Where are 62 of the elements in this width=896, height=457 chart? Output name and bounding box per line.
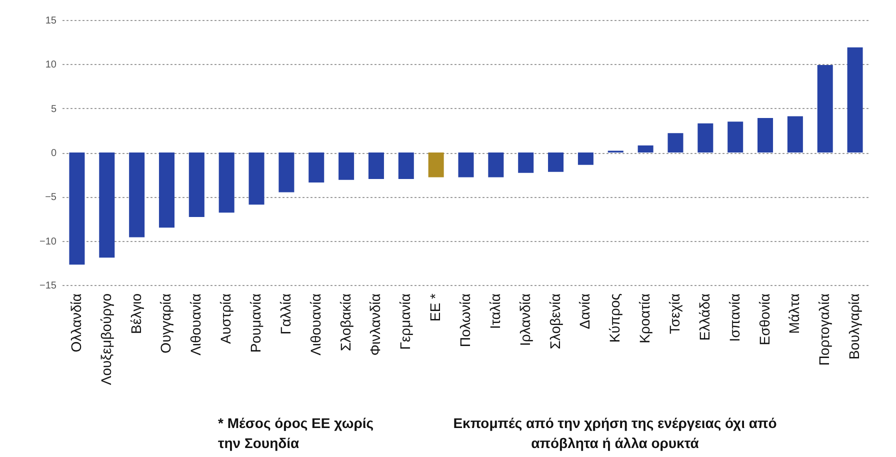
bar xyxy=(158,152,174,228)
text: * Μέσος όρος ΕΕ χωρίς την Σουηδία xyxy=(218,414,375,453)
x-tick-label: Βέλγιο xyxy=(128,293,144,334)
bar xyxy=(548,152,564,172)
x-tick-label: Σλοβενία xyxy=(546,294,563,350)
x-tick-label: Πολωνία xyxy=(457,294,473,348)
bar xyxy=(518,152,534,173)
x-tick-label: Γερμανία xyxy=(397,294,414,350)
x-tick-label: Ισπανία xyxy=(726,294,742,342)
y-tick-label: 0 xyxy=(50,148,57,159)
x-tick-label: Ιρλανδία xyxy=(516,294,533,346)
y-tick-label: 10 xyxy=(45,60,57,71)
bar xyxy=(248,152,264,205)
x-tick-label: Ρουμανία xyxy=(248,294,264,353)
bar xyxy=(99,152,115,258)
x-tick-label: Σλοβακία xyxy=(337,294,354,352)
y-tick-label: 5 xyxy=(50,104,57,115)
y-tick-label: −10 xyxy=(40,236,57,248)
bar xyxy=(458,152,474,178)
text: Εκπομπές από την χρήση της ενέργειας όχι από απόβλητα ή άλλα ορυκτά xyxy=(452,414,778,453)
bar xyxy=(278,152,294,192)
bar xyxy=(728,122,744,152)
x-tick-label: Φινλανδία xyxy=(367,294,384,356)
bar xyxy=(758,118,774,152)
bar xyxy=(368,152,384,179)
x-tick-label: Μάλτα xyxy=(786,294,802,334)
y-tick-label: −15 xyxy=(40,280,57,292)
bar xyxy=(578,152,594,165)
x-tick-label: Ιταλία xyxy=(486,294,503,330)
x-tick-label: ΕΕ * xyxy=(427,292,444,322)
bar xyxy=(428,152,444,178)
bar xyxy=(398,152,414,179)
bar xyxy=(488,152,504,178)
x-tick-label: Λιθουανία xyxy=(307,294,324,356)
x-tick-label: Εσθονία xyxy=(756,294,772,346)
bar xyxy=(338,152,354,180)
bar xyxy=(218,152,234,213)
bar xyxy=(817,65,833,152)
x-tick-label: Πορτογαλία xyxy=(816,294,832,366)
bar xyxy=(308,152,324,183)
bar xyxy=(129,152,145,238)
bar xyxy=(638,145,654,152)
x-tick-label: Λουξεμβούργο xyxy=(98,293,114,386)
x-tick-label: Κύπρος xyxy=(606,293,623,343)
y-tick-label: 15 xyxy=(45,16,57,26)
x-tick-label: Κροατία xyxy=(636,294,653,344)
x-tick-label: Ελλάδα xyxy=(696,294,712,341)
y-tick-label: −5 xyxy=(45,192,57,204)
bar xyxy=(668,133,684,152)
bar xyxy=(698,123,714,152)
bar xyxy=(188,152,204,217)
x-tick-label: Γαλλία xyxy=(277,294,294,335)
bar xyxy=(69,152,85,265)
x-tick-label: Ολλανδία xyxy=(68,294,84,352)
x-tick-label: Ουγγαρία xyxy=(158,294,174,354)
x-tick-label: Δανία xyxy=(576,294,593,330)
bar xyxy=(847,47,863,152)
x-tick-label: Αυστρία xyxy=(218,294,234,344)
bar xyxy=(787,116,803,152)
x-tick-label: Βουλγαρία xyxy=(846,294,862,360)
x-tick-label: Τσεχία xyxy=(666,294,682,334)
x-tick-label: Λιθουανία xyxy=(188,294,204,356)
